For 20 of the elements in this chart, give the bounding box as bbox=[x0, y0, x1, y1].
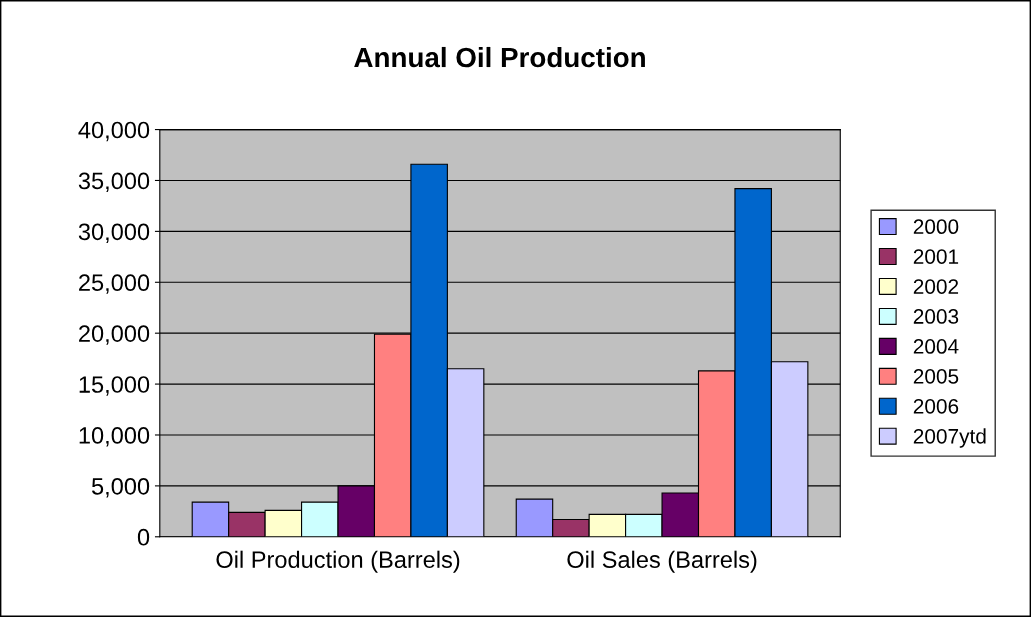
y-tick-label: 30,000 bbox=[78, 223, 150, 243]
y-tick-label: 25,000 bbox=[79, 274, 150, 294]
legend-label: 2002 bbox=[913, 279, 959, 294]
y-tick-label: 10,000 bbox=[79, 427, 150, 447]
legend-label: 2001 bbox=[913, 249, 959, 264]
y-tick-label: 15,000 bbox=[79, 376, 150, 396]
y-tick-label: 0 bbox=[137, 528, 150, 546]
legend-label: 2003 bbox=[913, 309, 959, 324]
y-tick-label: 5,000 bbox=[91, 477, 150, 498]
legend-label: 2004 bbox=[913, 339, 959, 354]
y-tick-label: 40,000 bbox=[78, 121, 150, 142]
legend-label: 2000 bbox=[913, 219, 959, 235]
y-tick-label: 20,000 bbox=[79, 325, 150, 345]
chart-title: Annual Oil Production bbox=[354, 46, 645, 68]
legend-label: 2005 bbox=[913, 369, 959, 384]
x-tick-label: Oil Production (Barrels) bbox=[216, 550, 460, 573]
x-tick-label: Oil Sales (Barrels) bbox=[567, 550, 757, 573]
legend-label: 2007ytd bbox=[913, 428, 986, 448]
y-tick-label: 35,000 bbox=[78, 172, 150, 193]
legend-label: 2006 bbox=[913, 398, 959, 414]
